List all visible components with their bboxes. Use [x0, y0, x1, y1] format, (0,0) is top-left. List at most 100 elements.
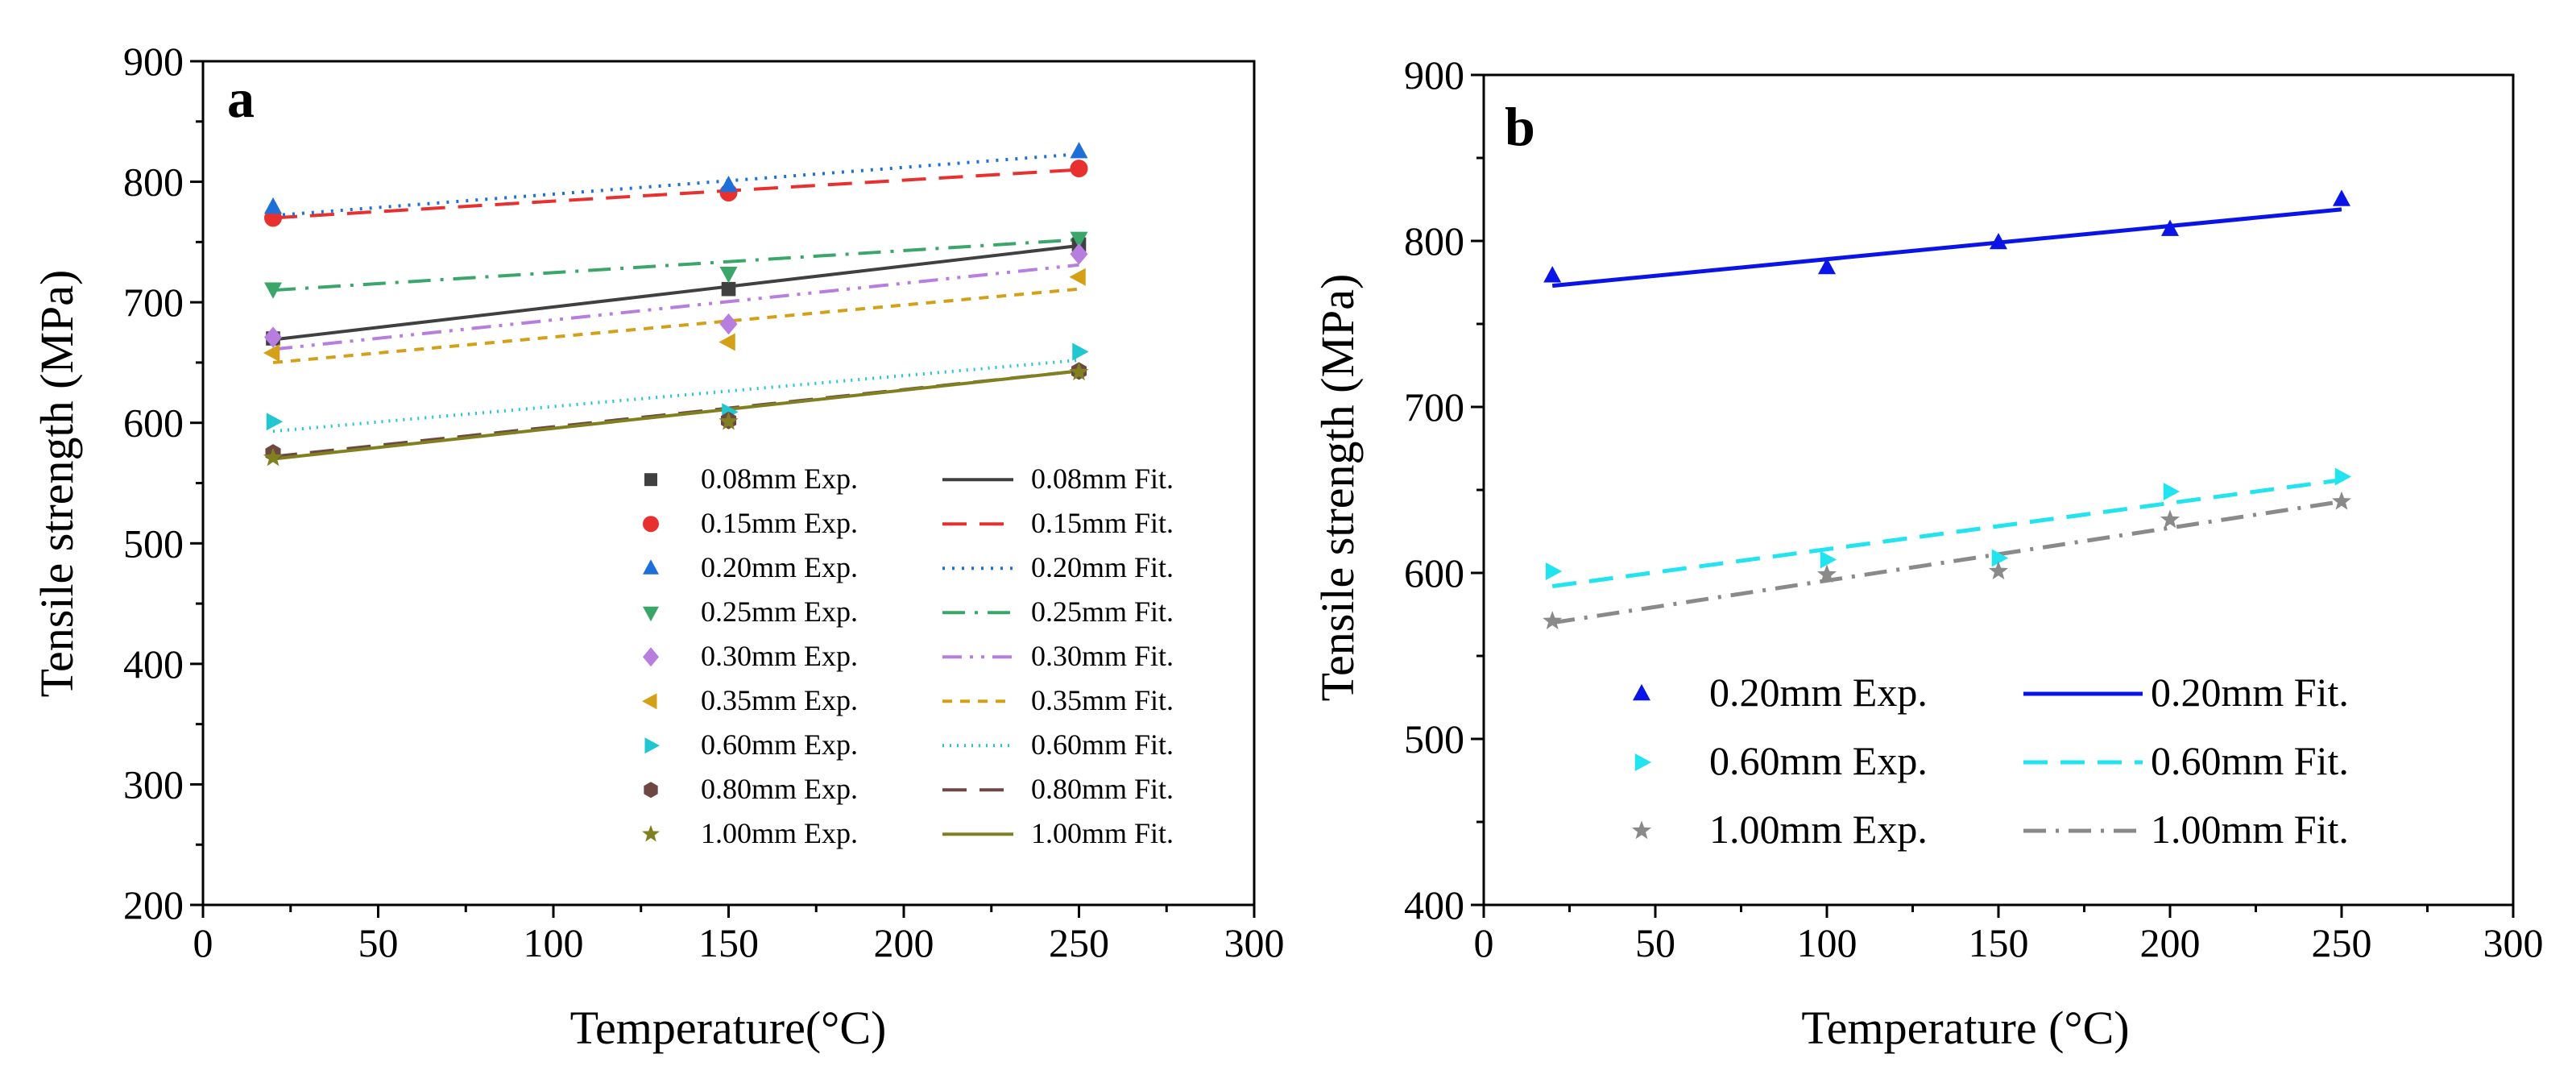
fit-line-0.60mm: [272, 358, 1079, 434]
x-tick-label: 50: [358, 920, 399, 965]
axis-ticks: 0 50 100 150 200 250 300 400 500 600 700 800 900: [1404, 52, 2544, 965]
y-tick-label: 500: [123, 521, 184, 566]
x-tick-label: 50: [1635, 920, 1675, 965]
data-point: [2161, 219, 2179, 236]
legend-label: 1.00mm Exp.: [1709, 807, 1928, 852]
axis-ticks: 0 50 100 150 200 250 300 200 300 400 500 600 700 800 9…: [123, 39, 1285, 965]
data-point: [644, 473, 657, 487]
data-point: [2333, 189, 2350, 206]
y-tick-label: 200: [123, 882, 184, 927]
data-point: [1070, 160, 1088, 178]
data-point: [1543, 611, 1563, 629]
data-point: [719, 266, 738, 284]
legend-label: 0.30mm Exp.: [701, 640, 858, 672]
fit-line-0.15mm: [272, 168, 1079, 220]
data-point: [1069, 268, 1086, 286]
data-point: [644, 737, 660, 754]
legend-label: 0.30mm Fit.: [1031, 640, 1174, 672]
data-point: [643, 647, 659, 667]
data-point: [1070, 142, 1088, 159]
data-point: [1072, 342, 1089, 361]
data-point: [1543, 266, 1562, 283]
x-tick-label: 200: [2140, 920, 2201, 965]
legend: 0.20mm Exp. 0.20mm Fit. 0.60mm Exp. 0.60mm …: [1631, 670, 2349, 852]
data-point: [264, 197, 282, 214]
fit-line-0.08mm: [272, 243, 1079, 342]
legend-label: 0.15mm Fit.: [1031, 507, 1174, 539]
legend-label: 0.35mm Fit.: [1031, 684, 1174, 716]
data-point: [643, 606, 659, 622]
x-tick-label: 300: [1224, 920, 1285, 965]
plot-frame: [1482, 73, 2515, 907]
fit-lines: [1551, 207, 2342, 625]
data-point: [1820, 550, 1837, 569]
data-point: [719, 313, 738, 335]
y-tick-label: 700: [1404, 384, 1464, 429]
data-point: [1988, 561, 2009, 580]
data-point: [721, 281, 736, 297]
legend-label: 1.00mm Fit.: [1031, 817, 1174, 849]
data-points: [1543, 189, 2352, 629]
chart-panel-a: 0 50 100 150 200 250 300 200 300 400 500 600 700 800 9…: [31, 39, 1285, 1054]
data-point: [1634, 753, 1652, 771]
x-tick-label: 250: [2312, 920, 2372, 965]
legend-label: 0.35mm Exp.: [701, 684, 858, 716]
data-point: [1070, 243, 1088, 265]
data-point: [719, 175, 738, 193]
legend-label: 0.20mm Fit.: [2151, 670, 2349, 715]
data-point: [1990, 232, 2007, 250]
data-point: [642, 824, 660, 842]
data-point: [1631, 820, 1652, 840]
legend-label: 0.25mm Fit.: [1031, 595, 1174, 628]
data-point: [264, 326, 282, 348]
legend-label: 0.20mm Exp.: [701, 551, 858, 583]
fit-line-1.00mm: [1551, 499, 2342, 625]
data-point: [1070, 231, 1088, 248]
y-axis-title: Tensile strength (MPa): [1311, 274, 1364, 702]
x-tick-label: 0: [193, 920, 213, 965]
legend-label: 1.00mm Exp.: [701, 817, 858, 849]
legend-label: 0.60mm Fit.: [2151, 738, 2349, 783]
data-point: [719, 411, 739, 430]
y-tick-label: 700: [123, 280, 184, 325]
data-point: [1991, 549, 2009, 567]
fit-line-0.20mm: [1551, 207, 2342, 288]
legend-label: 0.20mm Fit.: [1031, 551, 1174, 583]
legend-label: 0.20mm Exp.: [1709, 670, 1928, 715]
legend-label: 0.60mm Fit.: [1031, 728, 1174, 761]
legend-label: 0.80mm Fit.: [1031, 773, 1174, 805]
fit-lines: [272, 152, 1079, 461]
data-point: [1069, 362, 1089, 381]
data-point: [1816, 564, 1837, 583]
data-point: [1633, 683, 1650, 701]
data-point: [1545, 562, 1563, 580]
y-tick-label: 300: [123, 761, 184, 807]
x-tick-label: 250: [1049, 920, 1109, 965]
y-tick-label: 900: [123, 39, 184, 84]
data-point: [719, 333, 735, 351]
x-axis-title: Temperature (°C): [1801, 1002, 2129, 1054]
x-tick-label: 150: [1969, 920, 2029, 965]
legend-label: 0.60mm Exp.: [701, 728, 858, 761]
legend-label: 0.80mm Exp.: [701, 773, 858, 805]
panel-label: a: [227, 68, 255, 129]
legend-label: 0.08mm Exp.: [701, 463, 858, 495]
data-point: [2331, 491, 2352, 510]
data-point: [266, 413, 284, 431]
data-point: [2163, 483, 2180, 501]
data-point: [644, 782, 658, 799]
data-point: [263, 447, 284, 467]
x-axis-title: Temperature(°C): [570, 1002, 887, 1054]
y-tick-label: 600: [1404, 550, 1464, 595]
y-tick-label: 900: [1404, 52, 1464, 98]
chart-panel-b: 0 50 100 150 200 250 300 400 500 600 700 800 900 b T…: [1311, 52, 2544, 1054]
y-tick-label: 600: [123, 400, 184, 446]
fit-line-0.25mm: [272, 238, 1079, 293]
y-tick-label: 500: [1404, 716, 1464, 761]
legend: 0.08mm Exp. 0.08mm Fit. 0.15mm Exp. 0.15mm …: [642, 463, 1174, 849]
data-point: [2160, 509, 2180, 529]
data-point: [2334, 467, 2352, 486]
x-tick-label: 200: [874, 920, 934, 965]
legend-label: 0.08mm Fit.: [1031, 463, 1174, 495]
